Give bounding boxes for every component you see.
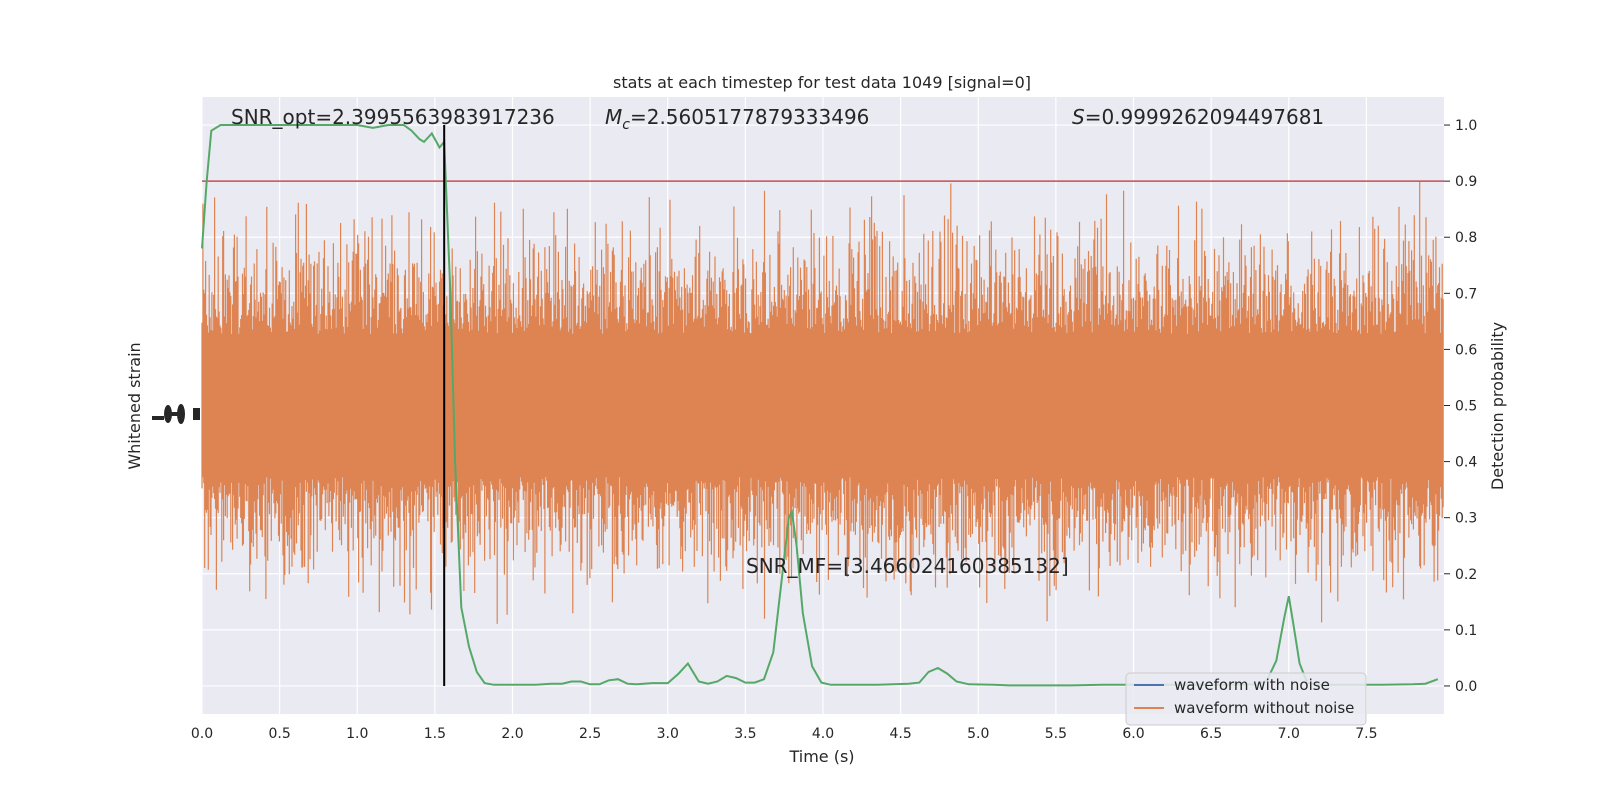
y-right-tick-label: 0.2	[1455, 567, 1477, 583]
x-tick-label: 3.0	[657, 726, 679, 742]
y-right-tick-label: 0.4	[1455, 455, 1477, 471]
x-tick-label: 1.0	[346, 726, 368, 742]
x-tick-label: 4.0	[812, 726, 834, 742]
x-tick-label: 1.5	[424, 726, 446, 742]
legend-label-without-noise: waveform without noise	[1174, 699, 1354, 717]
y-axis-label-left: Whitened strain	[125, 342, 144, 469]
x-tick-label: 7.5	[1355, 726, 1377, 742]
legend-box	[1125, 672, 1367, 726]
annotation-mc-sub: c	[622, 117, 630, 133]
waveform-without-noise-line	[201, 180, 1444, 624]
x-tick-label: 0.5	[268, 726, 290, 742]
legend-label-with-noise: waveform with noise	[1174, 676, 1330, 694]
annotation-snr-mf: SNR_MF=[3.466024160385132]	[746, 554, 1069, 578]
annotation-mc-symbol: M	[605, 105, 622, 129]
x-tick-label: 2.0	[501, 726, 523, 742]
x-tick-label: 0.0	[191, 726, 213, 742]
waveform-without-noise-series	[201, 180, 1444, 624]
left-axis-clutter	[152, 404, 200, 424]
legend: waveform with noise waveform without noi…	[1125, 672, 1367, 726]
x-axis-label: Time (s)	[788, 747, 854, 766]
y-right-tick-label: 0.5	[1455, 399, 1477, 415]
x-tick-label: 5.5	[1045, 726, 1067, 742]
annotation-s: S=0.9999262094497681	[1072, 105, 1324, 129]
y-right-tick-label: 0.7	[1455, 286, 1477, 302]
x-tick-label: 4.5	[889, 726, 911, 742]
y-right-tick-label: 1.0	[1455, 118, 1477, 134]
x-tick-label: 3.5	[734, 726, 756, 742]
annotation-snr-opt: SNR_opt=2.3995563983917236	[231, 105, 555, 129]
chart-title: stats at each timestep for test data 104…	[613, 73, 1031, 92]
y-right-tick-label: 0.0	[1455, 679, 1477, 695]
axes-layer: 0.0 0.5 1.0 1.5 2.0 2.5 3.0 3.5 4.0 4.5 5.0 5.5 6.0 6…	[191, 118, 1477, 742]
annotation-chirp-mass: Mc=2.5605177879333496	[605, 105, 869, 133]
y-right-tick-label: 0.9	[1455, 174, 1477, 190]
y-right-tick-label: 0.6	[1455, 342, 1477, 358]
y-right-tick-label: 0.1	[1455, 623, 1477, 639]
annotation-s-value: =0.9999262094497681	[1085, 105, 1324, 129]
x-tick-label: 7.0	[1278, 726, 1300, 742]
x-tick-label: 6.0	[1122, 726, 1144, 742]
annotation-mc-value: =2.5605177879333496	[630, 105, 869, 129]
x-tick-label: 2.5	[579, 726, 601, 742]
x-tick-label: 6.5	[1200, 726, 1222, 742]
y-right-tick-label: 0.8	[1455, 230, 1477, 246]
y-axis-label-right: Detection probability	[1488, 322, 1507, 490]
annotation-s-symbol: S	[1072, 105, 1085, 129]
x-tick-label: 5.0	[967, 726, 989, 742]
y-right-tick-label: 0.3	[1455, 511, 1477, 527]
